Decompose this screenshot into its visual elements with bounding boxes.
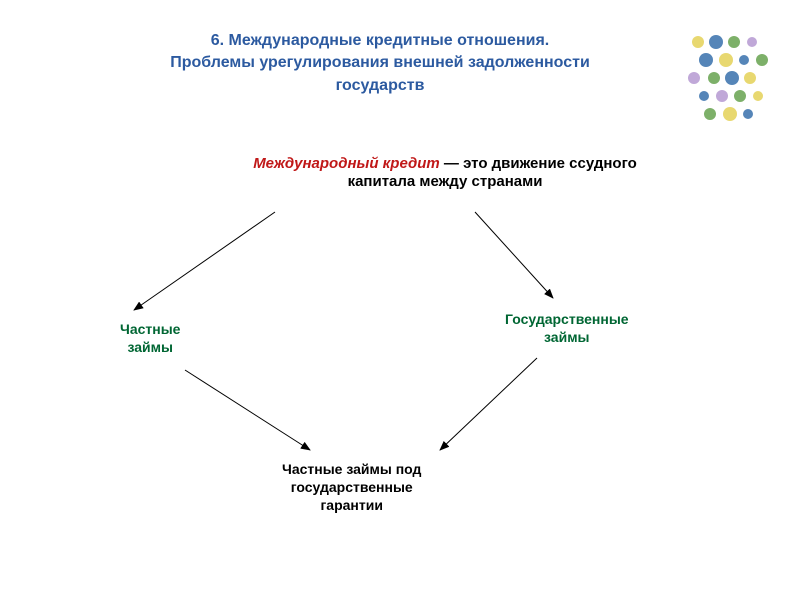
definition-line-1: Международный кредит — это движение ссуд… [200,155,690,173]
node-right-line-2: займы [505,328,629,346]
definition-term: Международный кредит [253,155,440,172]
arrow-right-to-bottom [440,358,537,450]
arrow-to-right [475,212,553,298]
arrow-to-left [134,212,275,310]
decorative-dots-icon [680,30,780,130]
title-line-1: 6. Международные кредитные отношения. [100,30,660,52]
title-line-3: государств [100,75,660,97]
node-bottom-line-1: Частные займы под [282,460,421,478]
node-bottom-line-3: гарантии [282,496,421,514]
node-left-line-2: займы [120,338,180,356]
definition-line-2: капитала между странами [200,173,690,190]
definition-rest: — это движение ссудного [440,155,637,172]
node-private-state-guaranteed: Частные займы под государственные гарант… [282,460,421,515]
node-state-loans: Государственные займы [505,310,629,346]
node-right-line-1: Государственные [505,310,629,328]
slide-title: 6. Международные кредитные отношения. Пр… [100,30,660,97]
title-line-2: Проблемы урегулирования внешней задолжен… [100,52,660,74]
definition-text: Международный кредит — это движение ссуд… [200,155,690,190]
node-left-line-1: Частные [120,320,180,338]
arrow-left-to-bottom [185,370,310,450]
node-private-loans: Частные займы [120,320,180,356]
node-bottom-line-2: государственные [282,478,421,496]
